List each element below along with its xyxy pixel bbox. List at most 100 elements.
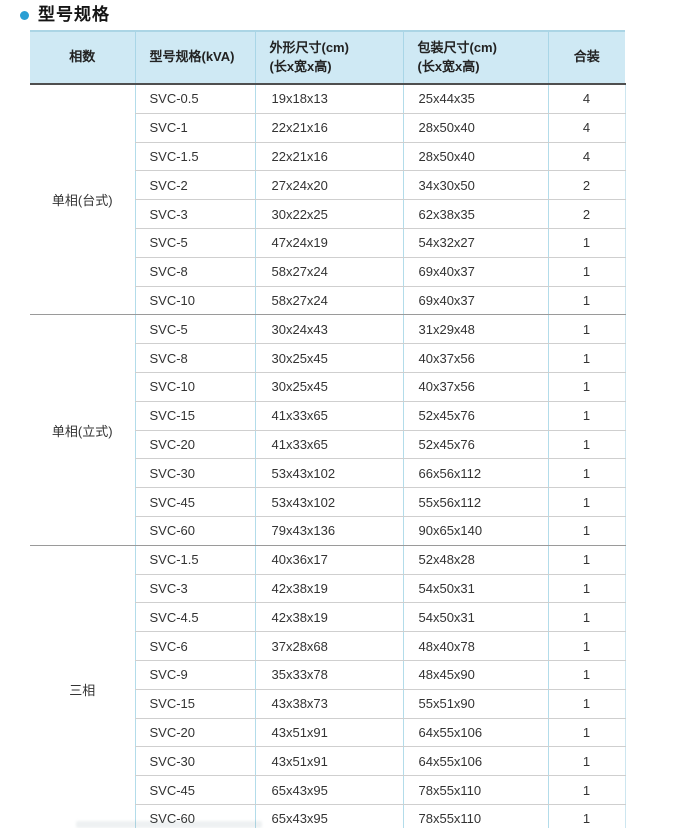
table-row: SVC-15 41x33x65 52x45x76 1 [30,401,626,431]
cell-outer-size: 53x43x102 [254,458,403,489]
table-row: 单相(立式) SVC-5 30x24x43 31x29x48 1 [30,314,626,546]
table-row: SVC-15 43x38x73 55x51x90 1 [30,689,626,719]
cell-model: SVC-20 [134,718,255,748]
cell-package-size: 54x50x31 [402,574,548,604]
table-row: SVC-30 43x51x91 64x55x106 1 [30,746,626,777]
cell-package-size: 64x55x106 [402,718,548,748]
table-row: SVC-30 53x43x102 66x56x112 1 [30,458,626,489]
table-row: 单相(台式) SVC-0.5 19x18x13 25x44x35 4 [30,84,626,316]
table-row: SVC-45 53x43x102 55x56x112 1 [30,487,626,517]
table-row: SVC-20 41x33x65 52x45x76 1 [30,430,626,460]
cell-package-size: 48x40x78 [402,631,548,661]
cell-model: SVC-45 [134,487,255,517]
cell-outer-size: 41x33x65 [254,430,403,460]
section-title-row: 型号规格 [20,4,110,26]
cell-model: SVC-8 [134,257,255,287]
col-header-package-size-label: 包装尺寸(cm) [417,40,497,56]
cell-package-size: 90x65x140 [402,516,548,546]
col-header-package-size-sub: (长x宽x高) [417,58,480,74]
table-row: SVC-6 37x28x68 48x40x78 1 [30,631,626,661]
cell-model: SVC-5 [134,228,255,258]
col-header-phase: 相数 [30,30,135,85]
cell-package-size: 78x55x110 [402,775,548,805]
cell-qty: 1 [547,343,626,373]
cell-model: SVC-60 [134,516,255,546]
cell-package-size: 48x45x90 [402,660,548,690]
cell-package-size: 31x29x48 [402,314,548,345]
cell-package-size: 62x38x35 [402,199,548,229]
cell-outer-size: 30x22x25 [254,199,403,229]
cell-model: SVC-2 [134,170,255,201]
cell-qty: 1 [547,286,626,316]
page-title: 型号规格 [38,5,110,24]
cell-qty: 4 [547,84,626,114]
cell-outer-size: 65x43x95 [254,775,403,805]
table-row: SVC-10 58x27x24 69x40x37 1 [30,286,626,316]
cell-outer-size: 19x18x13 [254,84,403,114]
cell-outer-size: 53x43x102 [254,487,403,517]
cell-package-size: 69x40x37 [402,286,548,316]
cell-model: SVC-45 [134,775,255,805]
cell-outer-size: 40x36x17 [254,545,403,575]
cell-outer-size: 58x27x24 [254,257,403,287]
cell-model: SVC-8 [134,343,255,373]
cell-model: SVC-9 [134,660,255,690]
col-header-outer-size-sub: (长x宽x高) [269,58,332,74]
cell-qty: 1 [547,746,626,777]
cell-qty: 1 [547,689,626,719]
cell-qty: 1 [547,804,626,828]
cell-package-size: 40x37x56 [402,343,548,373]
section-bullet-icon [20,10,29,20]
col-header-outer-size-label: 外形尺寸(cm) [269,40,349,56]
table-row: SVC-60 65x43x95 78x55x110 1 [30,804,626,828]
cell-outer-size: 30x24x43 [254,314,403,345]
table-row: SVC-60 79x43x136 90x65x140 1 [30,516,626,546]
table-row: SVC-1 22x21x16 28x50x40 4 [30,113,626,143]
cell-outer-size: 42x38x19 [254,602,403,633]
cell-package-size: 40x37x56 [402,372,548,402]
cell-qty: 1 [547,430,626,460]
cell-model: SVC-30 [134,458,255,489]
cell-outer-size: 30x25x45 [254,372,403,402]
table-row: SVC-45 65x43x95 78x55x110 1 [30,775,626,805]
cell-qty: 1 [547,372,626,402]
cell-package-size: 66x56x112 [402,458,548,489]
cell-model: SVC-10 [134,286,255,316]
cell-model: SVC-1.5 [134,142,255,172]
cell-qty: 1 [547,775,626,805]
col-header-qty-label: 合装 [573,49,600,65]
table-row: 三相 SVC-1.5 40x36x17 52x48x28 1 [30,545,626,828]
cell-outer-size: 42x38x19 [254,574,403,604]
cell-qty: 1 [547,228,626,258]
cell-package-size: 78x55x110 [402,804,548,828]
cell-model: SVC-15 [134,401,255,431]
header-row: 相数 型号规格(kVA) 外形尺寸(cm) (长x宽x高) 包装尺寸(cm) (… [30,30,625,85]
cell-model: SVC-0.5 [134,84,255,114]
col-header-outer-size: 外形尺寸(cm) (长x宽x高) [254,30,403,85]
cell-outer-size: 41x33x65 [254,401,403,431]
cell-qty: 1 [547,631,626,661]
cell-outer-size: 47x24x19 [254,228,403,258]
cell-model: SVC-10 [134,372,255,402]
cell-model: SVC-6 [134,631,255,661]
cell-qty: 1 [547,574,626,604]
cell-qty: 4 [547,113,626,143]
cell-package-size: 54x50x31 [402,602,548,633]
cell-qty: 1 [547,487,626,517]
table-row: SVC-20 43x51x91 64x55x106 1 [30,718,626,748]
cell-outer-size: 43x51x91 [254,746,403,777]
cell-package-size: 52x45x76 [402,401,548,431]
table-row: SVC-1.5 22x21x16 28x50x40 4 [30,142,626,172]
col-header-qty: 合装 [547,30,625,85]
cell-qty: 1 [547,458,626,489]
table-row: SVC-9 35x33x78 48x45x90 1 [30,660,626,690]
cell-qty: 1 [547,401,626,431]
cell-qty: 1 [547,602,626,633]
cell-qty: 1 [547,257,626,287]
cell-package-size: 28x50x40 [402,142,548,172]
table-row: SVC-4.5 42x38x19 54x50x31 1 [30,602,626,633]
col-header-phase-label: 相数 [69,49,96,65]
cell-outer-size: 37x28x68 [254,631,403,661]
cell-package-size: 52x45x76 [402,430,548,460]
cell-model: SVC-3 [134,574,255,604]
